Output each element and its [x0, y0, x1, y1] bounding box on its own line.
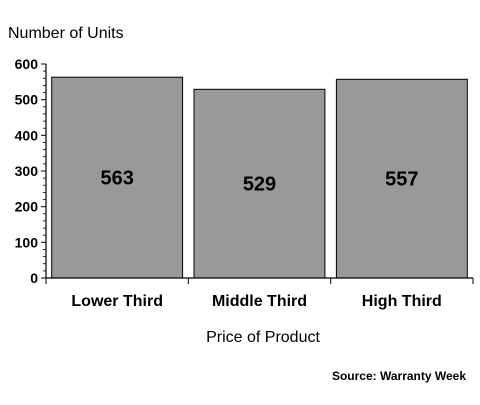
ticks-layer [41, 63, 474, 284]
x-tick-label: Lower Third [71, 293, 163, 310]
x-tick-label: Middle Third [212, 293, 307, 310]
y-tick-label: 600 [15, 56, 39, 72]
bar-lower-third [51, 76, 184, 279]
y-tick-label: 200 [15, 199, 39, 215]
bars-layer [51, 76, 468, 279]
y-tick-label: 500 [15, 92, 39, 108]
source-note: Source: Warranty Week [332, 369, 466, 383]
y-tick-label: 0 [30, 270, 38, 286]
bar-value-label: 563 [101, 168, 134, 190]
y-tick-label: 100 [15, 234, 39, 250]
bar-high-third [335, 78, 468, 279]
x-axis-title: Price of Product [206, 329, 320, 346]
y-axis-title: Number of Units [8, 25, 124, 42]
bar-value-label: 529 [243, 174, 276, 196]
y-tick-label: 400 [15, 127, 39, 143]
labels-layer: 563 Lower Third 529 Middle Third 557 High Thi… [15, 56, 442, 310]
bar-value-label: 557 [385, 169, 418, 191]
bar-middle-third [193, 88, 326, 279]
y-tick-label: 300 [15, 163, 39, 179]
x-tick-label: High Third [362, 293, 442, 310]
